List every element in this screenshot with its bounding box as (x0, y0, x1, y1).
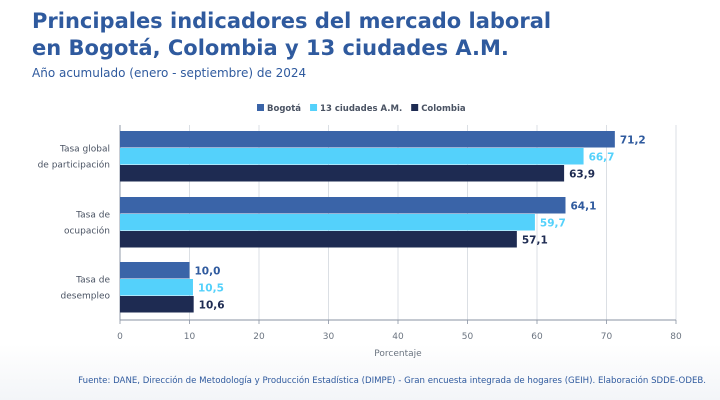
legend-label: 13 ciudades A.M. (320, 104, 402, 114)
bar (120, 279, 193, 296)
bar (120, 165, 565, 182)
x-tick-label: 30 (323, 332, 335, 342)
data-label: 66,7 (589, 152, 615, 164)
chart-subtitle: Año acumulado (enero - septiembre) de 20… (32, 66, 307, 80)
data-label: 10,6 (199, 300, 225, 312)
chart-title-line2: en Bogotá, Colombia y 13 ciudades A.M. (32, 36, 509, 60)
category-label: Tasa de (75, 276, 110, 286)
x-tick-label: 60 (531, 332, 543, 342)
category-label: desempleo (61, 292, 111, 302)
bar (120, 197, 566, 214)
chart-title: Principales indicadores del mercado labo… (32, 8, 692, 62)
data-label: 63,9 (569, 169, 595, 181)
x-tick-label: 40 (392, 332, 404, 342)
data-label: 71,2 (620, 135, 646, 147)
data-label: 59,7 (540, 218, 566, 230)
x-tick-label: 80 (670, 332, 682, 342)
data-label: 10,5 (198, 283, 224, 295)
bar (120, 296, 194, 313)
x-tick-label: 50 (462, 332, 474, 342)
bar (120, 214, 535, 231)
x-tick-label: 0 (117, 332, 123, 342)
bar (120, 231, 517, 248)
legend-swatch (310, 104, 318, 111)
legend-swatch (257, 104, 264, 111)
bar (120, 262, 190, 279)
chart-title-line1: Principales indicadores del mercado labo… (32, 9, 552, 33)
x-axis-label: Porcentaje (374, 349, 422, 359)
data-label: 57,1 (522, 235, 548, 247)
category-label: Tasa de (75, 211, 110, 221)
legend-label: Bogotá (267, 104, 301, 114)
category-label: Tasa global (59, 145, 110, 155)
data-label: 10,0 (195, 266, 221, 278)
x-tick-label: 20 (253, 332, 265, 342)
x-tick-label: 70 (601, 332, 613, 342)
legend-label: Colombia (421, 104, 466, 114)
x-tick-label: 10 (184, 332, 196, 342)
category-label: ocupación (64, 226, 110, 237)
legend-swatch (411, 104, 419, 111)
source-note: Fuente: DANE, Dirección de Metodología y… (78, 376, 706, 386)
bar (120, 131, 615, 148)
bar (120, 148, 584, 165)
data-label: 64,1 (570, 201, 596, 213)
category-label: de participación (38, 160, 110, 171)
